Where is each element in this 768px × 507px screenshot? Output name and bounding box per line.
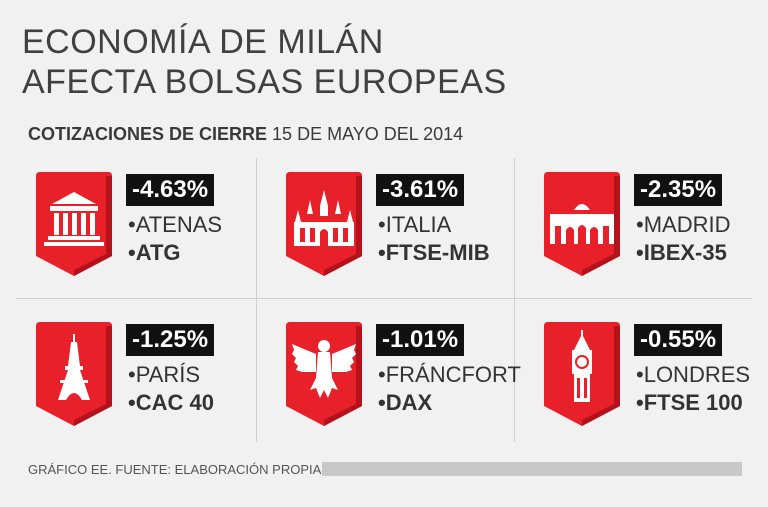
headline-line-1: ECONOMÍA DE MILÁN	[22, 23, 384, 61]
city-label: •ATENAS	[128, 212, 223, 237]
market-card-madrid: -2.35% •MADRID •IBEX-35	[524, 160, 754, 280]
market-card-francfort: -1.01% •FRÁNCFORT •DAX	[266, 310, 521, 430]
greek-temple-icon	[30, 170, 118, 278]
market-card-londres: -0.55% •LONDRES •FTSE 100	[524, 310, 754, 430]
city-label: •MADRID	[636, 212, 731, 237]
change-value: -1.01%	[376, 324, 465, 356]
subtitle-label: COTIZACIONES DE CIERRE	[28, 124, 268, 144]
footer-bar	[322, 462, 742, 476]
city-label: •PARÍS	[128, 362, 201, 387]
german-eagle-icon	[280, 320, 368, 428]
index-label: •CAC 40	[128, 390, 214, 415]
eiffel-tower-icon	[30, 320, 118, 428]
change-value: -0.55%	[634, 324, 723, 356]
index-label: •ATG	[128, 240, 181, 265]
subtitle-date: 15 DE MAYO DEL 2014	[272, 124, 464, 144]
milan-cathedral-icon	[280, 170, 368, 278]
grid-divider-vertical-2	[514, 158, 515, 442]
city-label: •FRÁNCFORT	[378, 362, 521, 387]
market-card-paris: -1.25% •PARÍS •CAC 40	[16, 310, 246, 430]
change-value: -2.35%	[634, 174, 723, 206]
market-card-italia: -3.61% •ITALIA •FTSE-MIB	[266, 160, 496, 280]
index-label: •FTSE-MIB	[378, 240, 490, 265]
index-label: •FTSE 100	[636, 390, 743, 415]
city-label: •LONDRES	[636, 362, 751, 387]
puerta-de-alcala-icon	[538, 170, 626, 278]
headline: ECONOMÍA DE MILÁN AFECTA BOLSAS EUROPEAS	[22, 22, 507, 102]
grid-divider-vertical-1	[256, 158, 257, 442]
market-grid: -4.63% •ATENAS •ATG	[16, 158, 752, 448]
index-label: •DAX	[378, 390, 433, 415]
subtitle: COTIZACIONES DE CIERRE 15 DE MAYO DEL 20…	[28, 124, 463, 145]
city-label: •ITALIA	[378, 212, 452, 237]
index-label: •IBEX-35	[636, 240, 727, 265]
market-card-atenas: -4.63% •ATENAS •ATG	[16, 160, 246, 280]
change-value: -4.63%	[126, 174, 215, 206]
source-note: GRÁFICO EE. FUENTE: ELABORACIÓN PROPIA.	[28, 462, 325, 477]
grid-divider-horizontal	[16, 298, 752, 299]
change-value: -1.25%	[126, 324, 215, 356]
big-ben-icon	[538, 320, 626, 428]
change-value: -3.61%	[376, 174, 465, 206]
headline-line-2: AFECTA BOLSAS EUROPEAS	[22, 63, 507, 101]
